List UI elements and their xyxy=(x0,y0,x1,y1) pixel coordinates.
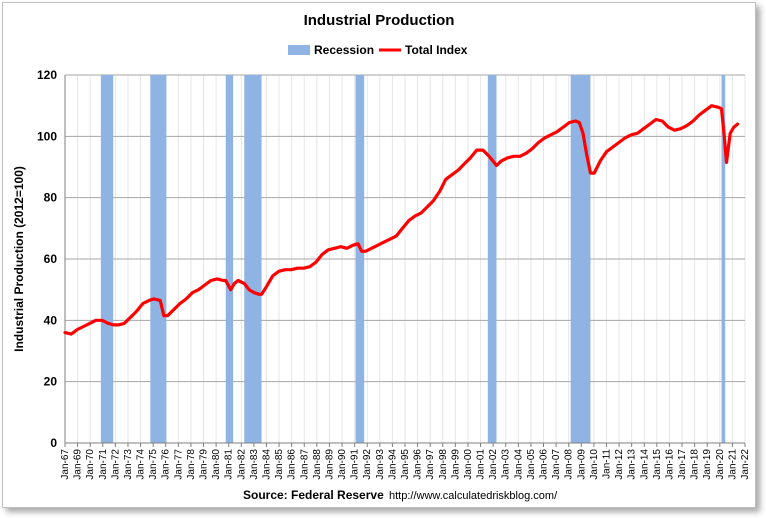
source-note: Source: Federal Reserve http://www.calcu… xyxy=(243,488,558,502)
legend-total-index-label: Total Index xyxy=(405,43,468,57)
x-tick-label: Jan-71 xyxy=(98,449,109,480)
x-tick-label: Jan-84 xyxy=(261,449,272,480)
recession-bar xyxy=(225,75,234,443)
x-tick-label: Jan-87 xyxy=(299,449,310,480)
chart-frame: Industrial Production Recession Total In… xyxy=(2,2,756,508)
x-tick-label: Jan-74 xyxy=(136,449,147,480)
x-tick-label: Jan-16 xyxy=(664,449,675,480)
x-tick-label: Jan-97 xyxy=(425,449,436,480)
x-tick-label: Jan-93 xyxy=(375,449,386,480)
x-tick-label: Jan-78 xyxy=(186,449,197,480)
x-tick-label: Jan-17 xyxy=(677,449,688,480)
x-tick-label: Jan-06 xyxy=(539,449,550,480)
x-tick-label: Jan-85 xyxy=(274,449,285,480)
source-label: Source: Federal Reserve xyxy=(243,488,384,502)
recession-bar xyxy=(244,75,262,443)
x-tick-label: Jan-91 xyxy=(350,449,361,480)
legend-recession-label: Recession xyxy=(314,43,374,57)
y-tick-label: 20 xyxy=(44,375,58,389)
recession-bar xyxy=(721,75,726,443)
x-tick-label: Jan-80 xyxy=(211,449,222,480)
x-tick-label: Jan-72 xyxy=(110,449,121,480)
x-tick-label: Jan-07 xyxy=(551,449,562,480)
legend: Recession Total Index xyxy=(288,43,468,57)
x-tick-label: Jan-89 xyxy=(324,449,335,480)
industrial-production-chart: Industrial Production Recession Total In… xyxy=(12,12,751,502)
x-tick-label: Jan-14 xyxy=(639,449,650,480)
x-tick-label: Jan-00 xyxy=(463,449,474,480)
x-tick-label: Jan-05 xyxy=(526,449,537,480)
x-tick-label: Jan-01 xyxy=(476,449,487,480)
x-tick-label: Jan-86 xyxy=(287,449,298,480)
x-tick-label: Jan-18 xyxy=(690,449,701,480)
x-tick-label: Jan-21 xyxy=(727,449,738,480)
x-tick-label: Jan-69 xyxy=(73,449,84,480)
x-tick-label: Jan-99 xyxy=(450,449,461,480)
x-tick-label: Jan-04 xyxy=(513,449,524,480)
x-tick-label: Jan-94 xyxy=(387,449,398,480)
x-tick-label: Jan-76 xyxy=(161,449,172,480)
y-tick-label: 80 xyxy=(44,191,58,205)
x-tick-label: Jan-83 xyxy=(249,449,260,480)
x-tick-label: Jan-10 xyxy=(589,449,600,480)
x-tick-label: Jan-88 xyxy=(312,449,323,480)
x-tick-label: Jan-73 xyxy=(123,449,134,480)
legend-recession-swatch xyxy=(288,45,310,55)
x-tick-label: Jan-08 xyxy=(564,449,575,480)
x-tick-label: Jan-79 xyxy=(199,449,210,480)
x-tick-label: Jan-22 xyxy=(740,449,751,480)
x-tick-label: Jan-81 xyxy=(224,449,235,480)
x-tick-label: Jan-92 xyxy=(362,449,373,480)
recession-bar xyxy=(150,75,167,443)
chart-title: Industrial Production xyxy=(304,12,455,29)
y-tick-label: 0 xyxy=(50,436,57,450)
x-tick-label: Jan-20 xyxy=(715,449,726,480)
recession-bar xyxy=(355,75,365,443)
recession-bar xyxy=(100,75,114,443)
y-tick-label: 60 xyxy=(44,252,58,266)
x-tick-label: Jan-70 xyxy=(85,449,96,480)
source-url: http://www.calculatedriskblog.com/ xyxy=(389,490,558,502)
x-tick-label: Jan-95 xyxy=(400,449,411,480)
series-line-total-index xyxy=(63,104,740,336)
recession-bar xyxy=(487,75,497,443)
y-tick-label: 40 xyxy=(44,313,58,327)
x-tick-label: Jan-02 xyxy=(488,449,499,480)
y-tick-label: 100 xyxy=(37,129,57,143)
y-tick-label: 120 xyxy=(37,68,57,82)
x-tick-label: Jan-19 xyxy=(702,449,713,480)
x-tick-label: Jan-96 xyxy=(413,449,424,480)
x-tick-label: Jan-11 xyxy=(601,449,612,479)
x-tick-label: Jan-13 xyxy=(627,449,638,480)
x-tick-label: Jan-12 xyxy=(614,449,625,480)
x-tick-label: Jan-09 xyxy=(576,449,587,480)
y-axis-label: Industrial Production (2012=100) xyxy=(12,166,26,352)
x-tick-label: Jan-90 xyxy=(337,449,348,480)
recession-bar xyxy=(570,75,591,443)
x-tick-label: Jan-67 xyxy=(60,449,71,480)
x-tick-label: Jan-75 xyxy=(148,449,159,480)
x-tick-label: Jan-03 xyxy=(501,449,512,480)
x-tick-label: Jan-98 xyxy=(438,449,449,480)
x-tick-label: Jan-15 xyxy=(652,449,663,480)
x-tick-label: Jan-77 xyxy=(173,449,184,480)
x-tick-label: Jan-82 xyxy=(236,449,247,480)
